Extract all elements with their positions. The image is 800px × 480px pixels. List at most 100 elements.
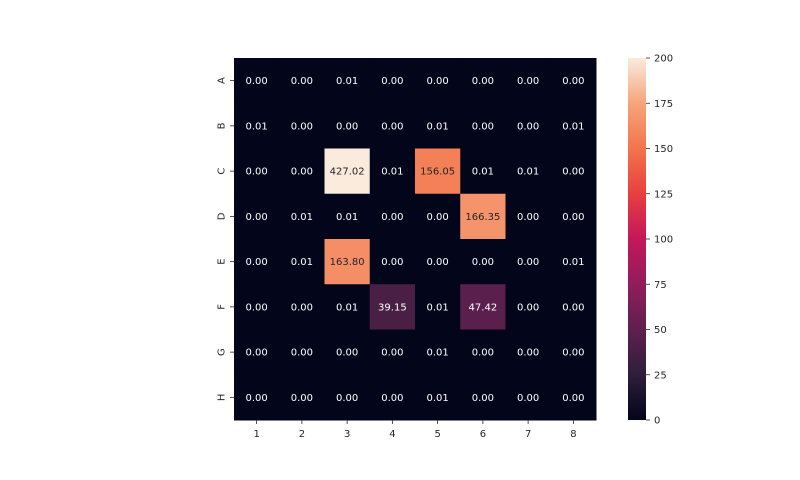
- cell-value-label: 0.00: [517, 212, 539, 223]
- cell-value-label: 0.00: [245, 167, 267, 178]
- cell-value-label: 0.00: [517, 121, 539, 132]
- heatmap-cell: [550, 284, 597, 330]
- cell-value-label: 0.01: [562, 121, 584, 132]
- heatmap-cell: [505, 374, 552, 421]
- cell-value-label: 0.01: [381, 167, 403, 178]
- cell-value-label: 156.05: [420, 167, 455, 178]
- heatmap-cell: [369, 148, 416, 195]
- heatmap-cell: [460, 103, 506, 149]
- cell-value-label: 0.01: [426, 393, 448, 404]
- x-tick-label: 4: [389, 429, 395, 440]
- cell-value-label: 0.01: [291, 257, 313, 268]
- cell-value-label: 0.00: [245, 393, 267, 404]
- heatmap-cell: [324, 148, 371, 195]
- cell-value-label: 0.00: [381, 212, 403, 223]
- colorbar-tick-label: 200: [654, 54, 673, 65]
- colorbar-tick-label: 175: [654, 99, 673, 110]
- heatmap-cell: [234, 103, 280, 149]
- cell-value-label: 0.00: [381, 76, 403, 87]
- heatmap-cell: [550, 329, 597, 376]
- heatmap-cells: [234, 58, 597, 421]
- heatmap-cell: [279, 103, 325, 149]
- cell-value-label: 0.00: [291, 121, 313, 132]
- heatmap-cell: [234, 148, 280, 195]
- cell-value-label: 0.00: [426, 212, 448, 223]
- cell-value-label: 0.00: [336, 121, 358, 132]
- heatmap-cell: [460, 239, 506, 285]
- heatmap-cell: [550, 193, 597, 240]
- cell-value-label: 0.00: [245, 348, 267, 359]
- heatmap-cell: [324, 239, 371, 285]
- x-tick-label: 1: [253, 429, 259, 440]
- cell-value-label: 0.00: [562, 212, 584, 223]
- y-tick-label: H: [217, 394, 228, 402]
- heatmap-cell: [460, 374, 506, 421]
- cell-value-label: 0.00: [291, 393, 313, 404]
- colorbar-tick-label: 100: [654, 235, 673, 246]
- heatmap-cell: [369, 58, 416, 104]
- heatmap-cell: [415, 374, 461, 421]
- x-tick-label: 2: [299, 429, 305, 440]
- heatmap-cell: [550, 148, 597, 195]
- heatmap-cell: [369, 193, 416, 240]
- x-axis: 1 2 3 4 5 6 7 8: [253, 420, 577, 440]
- cell-value-label: 0.00: [245, 212, 267, 223]
- cell-value-label: 0.00: [562, 76, 584, 87]
- heatmap-cell: [460, 284, 506, 330]
- y-axis: A B C D E F G H: [217, 77, 234, 402]
- heatmap-cell: [505, 58, 552, 104]
- colorbar-ticks: 0 25 50 75 100 125 150 175 200: [646, 54, 673, 427]
- colorbar: 0 25 50 75 100 125 150 175 200: [628, 54, 673, 427]
- heatmap-cell: [550, 239, 597, 285]
- heatmap-cell: [505, 148, 552, 195]
- heatmap-cell: [279, 284, 325, 330]
- cell-value-label: 0.00: [472, 393, 494, 404]
- heatmap-cell: [460, 329, 506, 376]
- heatmap-cell: [415, 284, 461, 330]
- heatmap-cell: [415, 103, 461, 149]
- heatmap-cell: [234, 329, 280, 376]
- cell-value-label: 0.01: [472, 167, 494, 178]
- heatmap-cell: [324, 193, 371, 240]
- colorbar-tick-label: 0: [654, 416, 660, 427]
- cell-value-label: 0.00: [517, 76, 539, 87]
- heatmap-cell: [279, 58, 325, 104]
- cell-value-label: 0.00: [472, 76, 494, 87]
- cell-value-label: 0.00: [562, 167, 584, 178]
- heatmap-cell: [505, 329, 552, 376]
- y-tick-label: B: [217, 122, 228, 129]
- heatmap-cell: [234, 374, 280, 421]
- cell-value-label: 0.01: [562, 257, 584, 268]
- cell-value-label: 0.00: [245, 76, 267, 87]
- colorbar-tick-label: 50: [654, 325, 667, 336]
- colorbar-tick-label: 75: [654, 280, 667, 291]
- heatmap-cell: [505, 239, 552, 285]
- cell-value-label: 0.00: [336, 348, 358, 359]
- heatmap-cell: [369, 374, 416, 421]
- heatmap-cell: [505, 193, 552, 240]
- cell-value-label: 0.01: [245, 121, 267, 132]
- heatmap-cell: [234, 193, 280, 240]
- cell-value-label: 0.00: [381, 121, 403, 132]
- x-tick-label: 6: [480, 429, 486, 440]
- cell-value-label: 0.00: [517, 302, 539, 313]
- cell-value-label: 0.00: [245, 257, 267, 268]
- heatmap-cell: [415, 58, 461, 104]
- heatmap-cell: [505, 103, 552, 149]
- cell-value-label: 0.00: [426, 76, 448, 87]
- y-tick-label: E: [217, 258, 228, 264]
- heatmap-cell: [550, 374, 597, 421]
- cell-value-label: 47.42: [469, 302, 498, 313]
- heatmap-cell: [279, 148, 325, 195]
- heatmap-cell: [550, 58, 597, 104]
- heatmap-cell: [415, 239, 461, 285]
- cell-value-label: 166.35: [465, 212, 500, 223]
- colorbar-tick-label: 25: [654, 370, 667, 381]
- cell-value-label: 0.00: [381, 257, 403, 268]
- cell-value-label: 0.00: [562, 348, 584, 359]
- cell-value-label: 0.00: [381, 348, 403, 359]
- x-tick-label: 7: [525, 429, 531, 440]
- heatmap-cell-labels: 0.00 0.00 0.01 0.00 0.00 0.00 0.00 0.00 0.01 0.00…: [245, 76, 584, 404]
- cell-value-label: 0.00: [472, 257, 494, 268]
